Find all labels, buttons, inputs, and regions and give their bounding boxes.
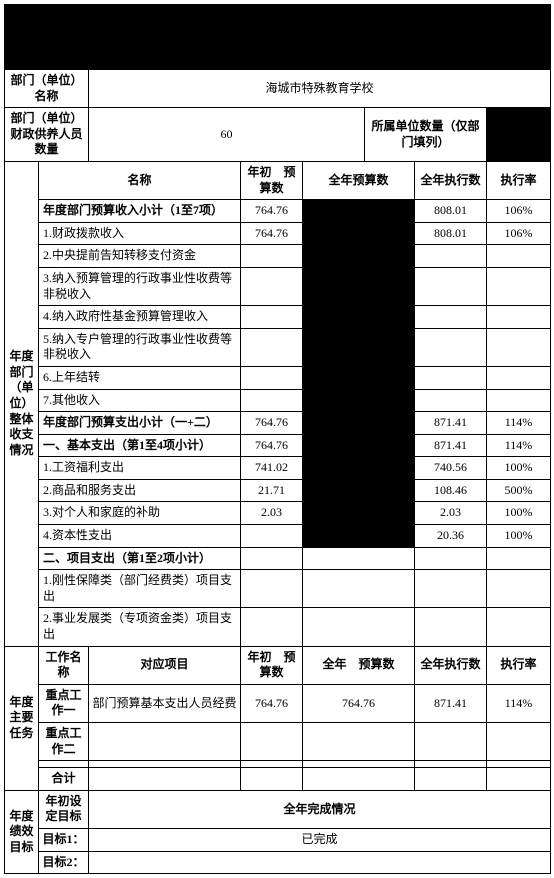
goal-set-label: 年初设定目标	[39, 790, 89, 828]
row-15: 1.刚性保障类（部门经费类）项目支出	[5, 570, 551, 608]
goal1-label: 目标1：	[39, 828, 89, 851]
task-row-3	[5, 761, 551, 768]
row-7: 7.其他收入	[5, 389, 551, 412]
row-2: 2.中央提前告知转移支付资金	[5, 245, 551, 268]
task-col-y: 全年 预算数	[303, 646, 415, 684]
staff-value: 60	[89, 108, 365, 162]
budget-table: 部门（单位）名称 海城市特殊教育学校 部门（单位）财政供养人员数量 60 所属单…	[4, 4, 551, 874]
subunits-label: 所属单位数量（仅部门填列）	[365, 108, 487, 162]
row-3: 3.纳入预算管理的行政事业性收费等非税收入	[5, 267, 551, 305]
task-col-work: 工作名称	[39, 646, 89, 684]
col-exec-year: 全年执行数	[415, 161, 487, 199]
row-4: 4.纳入政府性基金预算管理收入	[5, 306, 551, 329]
task-col-proj: 对应项目	[89, 646, 241, 684]
row-6: 6.上年结转	[5, 366, 551, 389]
row-9: 一、基本支出（第1至4项小计）764.76871.41114%	[5, 434, 551, 457]
row-8: 年度部门预算支出小计（一+二）764.76871.41114%	[5, 412, 551, 435]
goal1-value: 已完成	[89, 828, 551, 851]
side-income-exp: 年度部门（单位）整体收支情况	[5, 161, 39, 646]
side-goals: 年度绩效目标	[5, 790, 39, 873]
row-16: 2.事业发展类（专项资金类）项目支出	[5, 608, 551, 646]
task-col-e: 全年执行数	[415, 646, 487, 684]
col-exec-rate: 执行率	[487, 161, 551, 199]
staff-label: 部门（单位）财政供养人员数量	[5, 108, 89, 162]
row-1: 1.财政拨款收入764.76808.01106%	[5, 222, 551, 245]
row-14: 二、项目支出（第1至2项小计）	[5, 547, 551, 570]
subunits-value	[487, 108, 551, 162]
col-budget-year: 全年预算数	[303, 161, 415, 199]
row-13: 4.资本性支出20.36100%	[5, 525, 551, 548]
task-row-1: 重点工作一 部门预算基本支出人员经费 764.76 764.76 871.41 …	[5, 684, 551, 722]
col-budget-begin: 年初 预算数	[241, 161, 303, 199]
task-row-sum: 合计	[5, 768, 551, 791]
task-col-r: 执行率	[487, 646, 551, 684]
row-5: 5.纳入专户管理的行政事业性收费等非税收入	[5, 328, 551, 366]
goal-done-label: 全年完成情况	[89, 790, 551, 828]
col-name: 名称	[39, 161, 241, 199]
row-10: 1.工资福利支出741.02740.56100%	[5, 457, 551, 480]
goal2-value	[89, 851, 551, 874]
title-bar	[5, 5, 551, 28]
row-0: 年度部门预算收入小计（1至7项）764.76808.01106%	[5, 200, 551, 223]
row-12: 3.对个人和家庭的补助2.032.03100%	[5, 502, 551, 525]
dept-label: 部门（单位）名称	[5, 70, 89, 108]
dept-name: 海城市特殊教育学校	[89, 70, 551, 108]
task-row-2: 重点工作二	[5, 723, 551, 761]
row-11: 2.商品和服务支出21.71108.46500%	[5, 479, 551, 502]
goal2-label: 目标2：	[39, 851, 89, 874]
task-col-b: 年初 预算数	[241, 646, 303, 684]
